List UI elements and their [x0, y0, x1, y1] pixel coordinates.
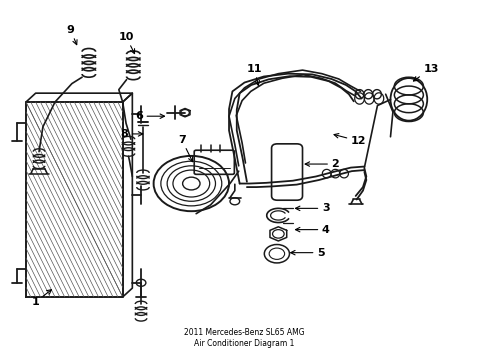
- Text: 13: 13: [412, 64, 438, 81]
- Text: 12: 12: [333, 134, 366, 146]
- Text: 9: 9: [66, 25, 77, 45]
- Text: 8: 8: [121, 129, 142, 139]
- Text: 1: 1: [31, 290, 51, 307]
- Text: 2011 Mercedes-Benz SL65 AMG
Air Conditioner Diagram 1: 2011 Mercedes-Benz SL65 AMG Air Conditio…: [184, 328, 304, 348]
- Text: 4: 4: [295, 225, 329, 235]
- Text: 7: 7: [178, 135, 192, 162]
- Text: 5: 5: [290, 248, 324, 258]
- Text: 10: 10: [118, 32, 134, 54]
- Text: 6: 6: [135, 111, 164, 121]
- Text: 3: 3: [295, 203, 329, 213]
- Text: 11: 11: [246, 64, 262, 85]
- Text: 2: 2: [305, 159, 339, 169]
